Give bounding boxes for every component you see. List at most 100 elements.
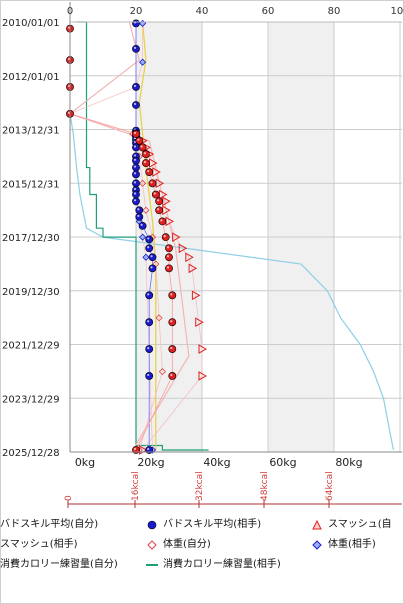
point-circle bbox=[168, 291, 177, 300]
legend-label: バドスキル平均(相手) bbox=[163, 519, 262, 530]
point-circle bbox=[135, 206, 144, 215]
legend-diamond-blue bbox=[312, 540, 322, 550]
point-body bbox=[158, 217, 167, 226]
point-highlight bbox=[147, 246, 150, 249]
point-highlight bbox=[133, 102, 137, 106]
point-circle bbox=[168, 372, 177, 380]
point-highlight bbox=[133, 199, 137, 202]
series-line-pink bbox=[68, 21, 190, 451]
point-highlight bbox=[133, 46, 137, 49]
point-body bbox=[155, 206, 163, 215]
point-highlight bbox=[133, 181, 137, 184]
point-circle bbox=[132, 446, 140, 454]
point-highlight bbox=[133, 137, 137, 140]
legend-label: 体重(相手) bbox=[328, 539, 376, 550]
point-circle bbox=[132, 44, 140, 53]
top-tick-label: 40 bbox=[196, 6, 209, 17]
point-body bbox=[145, 318, 154, 327]
point-diamond bbox=[142, 253, 150, 261]
kg-tick-label: 0kg bbox=[75, 456, 95, 469]
point-body bbox=[165, 244, 173, 253]
point-highlight bbox=[147, 237, 150, 240]
point-circle bbox=[145, 446, 154, 454]
axis-labels: 0 20 40 60 80 100 2010/01/01 2012/01/01 2013/12/… bbox=[2, 6, 404, 508]
point-body bbox=[148, 264, 157, 273]
point-body bbox=[145, 345, 154, 353]
kg-tick-label: 80kg bbox=[335, 456, 362, 469]
point-body bbox=[168, 345, 177, 353]
point-body bbox=[132, 130, 140, 138]
point-triangle bbox=[172, 232, 181, 243]
point-circle bbox=[145, 318, 154, 327]
point-highlight bbox=[147, 447, 150, 451]
point-highlight bbox=[140, 145, 143, 148]
point-circle bbox=[132, 156, 140, 165]
point-circle bbox=[132, 101, 140, 109]
point-highlight bbox=[143, 160, 146, 164]
top-tick-label: 80 bbox=[328, 6, 341, 17]
point-highlight bbox=[147, 373, 150, 377]
point-highlight bbox=[150, 266, 153, 269]
point-highlight bbox=[133, 158, 137, 161]
point-body bbox=[135, 136, 144, 145]
legend-circle-blue bbox=[147, 520, 157, 530]
point-highlight bbox=[133, 192, 137, 195]
point-triangle bbox=[198, 371, 208, 381]
legend-swatch bbox=[146, 564, 158, 566]
legend-swatch bbox=[312, 519, 322, 530]
legend-row: スマッシュ(相手) 体重(自分) 体重(相手) bbox=[0, 536, 402, 554]
point-highlight bbox=[140, 223, 143, 226]
point-body bbox=[132, 143, 140, 152]
point-highlight bbox=[150, 255, 153, 258]
date-tick-label: 2017/12/30 bbox=[2, 233, 60, 244]
kg-tick-label: 40kg bbox=[203, 456, 230, 469]
point-circle bbox=[151, 190, 160, 199]
point-circle bbox=[155, 206, 163, 215]
point-triangle bbox=[188, 263, 198, 274]
point-circle bbox=[161, 233, 170, 242]
point-body bbox=[145, 446, 154, 454]
point-highlight bbox=[150, 181, 153, 184]
point-highlight bbox=[133, 165, 137, 168]
point-body bbox=[161, 233, 170, 242]
point-circle bbox=[132, 163, 140, 172]
point-highlight bbox=[133, 131, 137, 135]
axes bbox=[69, 2, 402, 453]
point-circle bbox=[138, 143, 147, 152]
series-line bbox=[69, 113, 394, 451]
point-circle bbox=[138, 221, 147, 230]
point-body bbox=[165, 253, 173, 262]
legend-label: 体重(自分) bbox=[163, 539, 211, 550]
point-diamond bbox=[139, 233, 147, 241]
date-tick-label: 2019/12/30 bbox=[2, 287, 60, 298]
point-diamond bbox=[139, 179, 147, 187]
point-circle bbox=[132, 179, 140, 188]
point-circle bbox=[168, 345, 177, 353]
top-tick-label: 20 bbox=[130, 6, 143, 17]
kcal-tick-label: 48kcal bbox=[260, 471, 270, 501]
point-body bbox=[165, 264, 173, 273]
point-circle bbox=[165, 253, 173, 262]
series-line-yellow bbox=[138, 21, 157, 451]
point-body bbox=[132, 190, 140, 199]
point-circle bbox=[165, 264, 173, 273]
date-tick-label: 2023/12/29 bbox=[2, 394, 60, 405]
point-highlight bbox=[133, 154, 137, 157]
legend-label: スマッシュ(相手) bbox=[0, 539, 78, 550]
legend-swatch bbox=[147, 540, 157, 550]
point-highlight bbox=[137, 138, 140, 141]
point-circle bbox=[132, 197, 140, 206]
point-body bbox=[132, 170, 140, 179]
point-body bbox=[168, 372, 177, 380]
legend-label: スマッシュ(自 bbox=[328, 519, 392, 530]
point-circle bbox=[135, 212, 144, 221]
point-circle bbox=[132, 19, 140, 28]
point-highlight bbox=[170, 293, 173, 296]
point-circle bbox=[145, 168, 154, 176]
legend-swatch bbox=[147, 520, 157, 530]
top-tick-label: 0 bbox=[67, 6, 73, 17]
point-highlight bbox=[157, 208, 160, 211]
point-circle bbox=[148, 253, 157, 262]
point-circle bbox=[158, 217, 167, 226]
